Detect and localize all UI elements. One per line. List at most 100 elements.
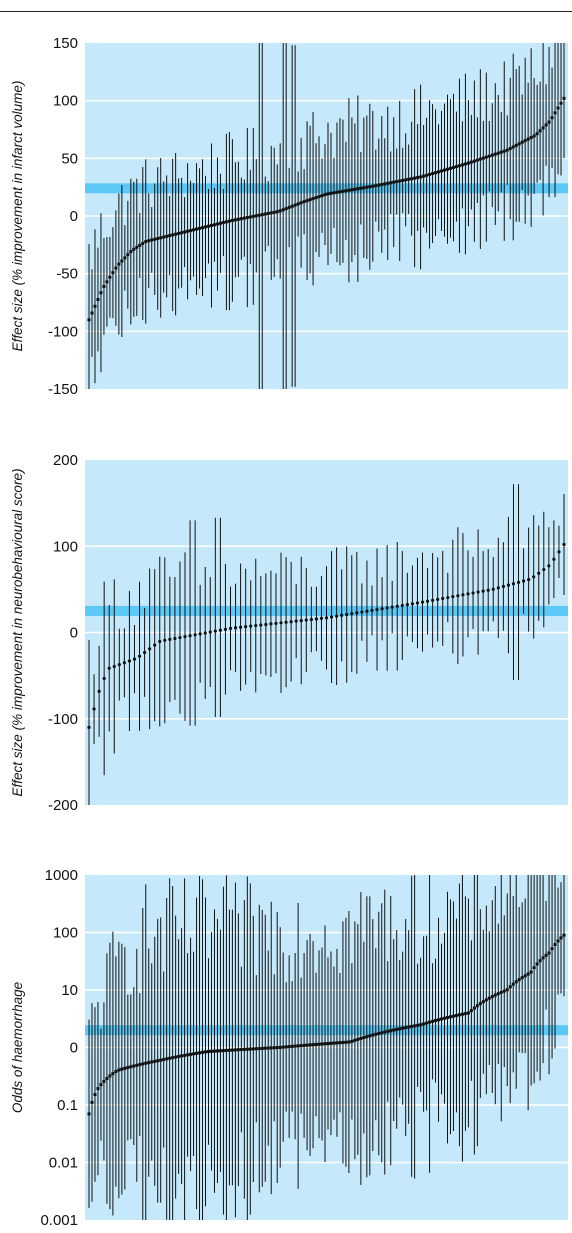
point-estimate bbox=[527, 578, 531, 582]
point-estimate bbox=[323, 193, 327, 197]
point-estimate bbox=[389, 181, 393, 185]
point-estimate bbox=[434, 171, 438, 175]
point-estimate bbox=[242, 216, 246, 220]
point-estimate bbox=[275, 210, 279, 214]
point-estimate bbox=[460, 1012, 464, 1016]
point-estimate bbox=[141, 1062, 145, 1066]
point-estimate bbox=[362, 186, 366, 190]
point-estimate bbox=[278, 1045, 282, 1049]
point-estimate bbox=[431, 172, 435, 176]
point-estimate bbox=[456, 594, 460, 598]
point-estimate bbox=[365, 609, 369, 613]
point-estimate bbox=[520, 976, 524, 980]
point-estimate bbox=[162, 1058, 166, 1062]
point-estimate bbox=[523, 974, 527, 978]
point-estimate bbox=[502, 149, 506, 153]
point-estimate bbox=[293, 203, 297, 207]
point-estimate bbox=[413, 176, 417, 180]
point-estimate bbox=[287, 205, 291, 209]
point-estimate bbox=[239, 217, 243, 221]
point-estimate bbox=[269, 1046, 273, 1050]
point-estimate bbox=[117, 262, 121, 266]
point-estimate bbox=[296, 1044, 300, 1048]
point-estimate bbox=[410, 177, 414, 181]
point-estimate bbox=[359, 1036, 363, 1040]
point-estimate bbox=[126, 1066, 130, 1070]
point-estimate bbox=[469, 160, 473, 164]
point-estimate bbox=[416, 176, 420, 180]
point-estimate bbox=[129, 1065, 133, 1069]
point-estimate bbox=[299, 1044, 303, 1048]
point-estimate bbox=[559, 101, 563, 105]
point-estimate bbox=[521, 579, 526, 583]
point-estimate bbox=[132, 1064, 136, 1068]
point-estimate bbox=[562, 542, 566, 547]
point-estimate bbox=[87, 725, 91, 729]
top-rule bbox=[0, 11, 572, 12]
point-estimate bbox=[228, 626, 233, 630]
y-tick-label: -150 bbox=[48, 381, 78, 398]
point-estimate bbox=[347, 188, 351, 192]
point-estimate bbox=[514, 980, 518, 984]
point-estimate bbox=[425, 599, 430, 603]
point-estimate bbox=[206, 1050, 210, 1054]
point-estimate bbox=[299, 201, 303, 205]
point-estimate bbox=[448, 1015, 452, 1019]
y-tick-label: 0.1 bbox=[57, 1097, 78, 1114]
point-estimate bbox=[213, 629, 217, 633]
point-estimate bbox=[362, 1036, 366, 1040]
point-estimate bbox=[281, 208, 285, 212]
point-estimate bbox=[335, 614, 339, 618]
point-estimate bbox=[260, 213, 264, 217]
point-estimate bbox=[87, 1112, 91, 1116]
point-estimate bbox=[105, 1077, 109, 1081]
point-estimate bbox=[335, 190, 339, 194]
point-estimate bbox=[553, 111, 557, 115]
y-axis-label: Effect size (% improvement in neurobehav… bbox=[10, 469, 25, 797]
point-estimate bbox=[547, 564, 551, 568]
point-estimate bbox=[422, 174, 426, 178]
point-estimate bbox=[484, 998, 488, 1002]
panel-infarct-volume: 150 100 50 0 -50 -100 -150 Effect size (% impro… bbox=[0, 0, 572, 400]
point-estimate bbox=[236, 1048, 240, 1052]
point-estimate bbox=[466, 161, 470, 165]
point-estimate bbox=[457, 1013, 461, 1017]
point-estimate bbox=[251, 1047, 255, 1051]
point-estimate bbox=[517, 142, 521, 146]
point-estimate bbox=[158, 639, 162, 644]
point-estimate bbox=[398, 1027, 402, 1031]
point-estimate bbox=[422, 1022, 426, 1026]
panel-neurobehavioural-score: 200 100 0 -100 -200 Effect size (% improvemen… bbox=[0, 430, 572, 840]
point-estimate bbox=[499, 150, 503, 154]
point-estimate bbox=[375, 607, 379, 612]
point-estimate bbox=[239, 1048, 243, 1052]
point-estimate bbox=[374, 1032, 378, 1036]
point-estimate bbox=[221, 1049, 225, 1053]
point-estimate bbox=[112, 664, 116, 669]
point-estimate bbox=[437, 1018, 441, 1022]
point-estimate bbox=[353, 1038, 357, 1042]
point-estimate bbox=[195, 1051, 199, 1055]
point-estimate bbox=[218, 628, 222, 632]
point-estimate bbox=[326, 1042, 330, 1046]
y-tick-label: 0.001 bbox=[40, 1212, 78, 1228]
point-estimate bbox=[377, 183, 381, 187]
point-estimate bbox=[508, 985, 512, 989]
point-estimate bbox=[147, 239, 151, 243]
point-estimate bbox=[173, 636, 177, 641]
point-estimate bbox=[126, 253, 130, 257]
point-estimate bbox=[332, 1041, 336, 1045]
point-estimate bbox=[290, 1044, 294, 1048]
point-estimate bbox=[90, 311, 94, 315]
point-estimate bbox=[236, 217, 240, 221]
point-estimate bbox=[144, 240, 148, 244]
point-estimate bbox=[484, 155, 488, 159]
point-estimate bbox=[553, 943, 557, 947]
point-estimate bbox=[168, 234, 172, 238]
point-estimate bbox=[227, 1048, 231, 1052]
point-estimate bbox=[314, 1042, 318, 1046]
point-estimate bbox=[410, 1024, 414, 1028]
point-estimate bbox=[120, 1067, 124, 1071]
point-estimate bbox=[516, 580, 521, 584]
point-estimate bbox=[344, 189, 348, 193]
